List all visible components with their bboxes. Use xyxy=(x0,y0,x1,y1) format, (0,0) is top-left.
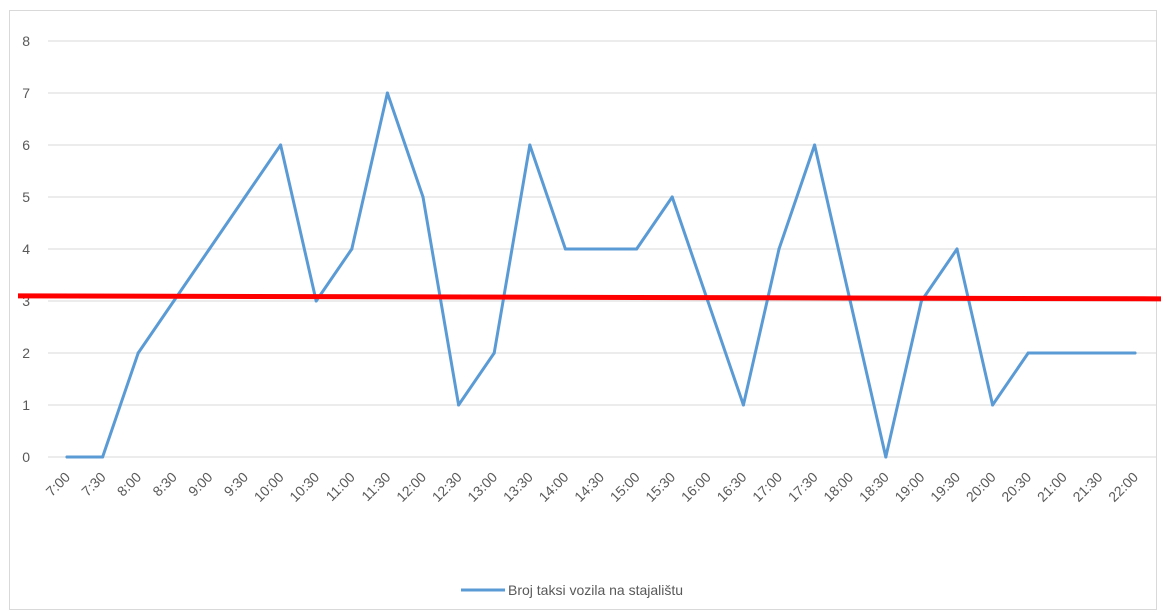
data-point-0-7 xyxy=(314,299,318,303)
reference-line xyxy=(17,293,1161,302)
x-tick-label-29: 21:30 xyxy=(1069,469,1105,505)
reference-line-layer xyxy=(17,293,1161,302)
legend: Broj taksi vozila na stajalištu xyxy=(461,582,683,598)
x-tick-label-15: 14:30 xyxy=(571,469,607,505)
y-tick-label-6: 6 xyxy=(22,137,30,153)
x-tick-label-1: 7:30 xyxy=(78,469,109,500)
x-tick-label-26: 20:00 xyxy=(963,469,999,505)
chart-frame xyxy=(9,10,1157,610)
data-point-0-5 xyxy=(243,195,247,199)
x-tick-label-28: 21:00 xyxy=(1034,469,1070,505)
data-point-0-19 xyxy=(741,403,745,407)
x-tick-label-22: 18:00 xyxy=(820,469,856,505)
data-point-0-28 xyxy=(1062,351,1066,355)
data-point-0-20 xyxy=(777,247,781,251)
y-tick-label-7: 7 xyxy=(22,85,30,101)
data-point-0-25 xyxy=(955,247,959,251)
x-tick-label-3: 8:30 xyxy=(149,469,180,500)
x-tick-label-21: 17:30 xyxy=(785,469,821,505)
x-tick-label-17: 15:30 xyxy=(642,469,678,505)
data-point-0-13 xyxy=(528,143,532,147)
data-point-0-4 xyxy=(207,247,211,251)
x-tick-label-9: 11:30 xyxy=(358,469,394,505)
legend-label: Broj taksi vozila na stajalištu xyxy=(508,582,683,598)
data-point-0-15 xyxy=(599,247,603,251)
x-tick-label-10: 12:00 xyxy=(393,469,429,505)
y-tick-label-1: 1 xyxy=(22,397,30,413)
series-layer xyxy=(65,91,1137,459)
y-tick-label-4: 4 xyxy=(22,241,30,257)
x-tick-label-20: 17:00 xyxy=(749,469,785,505)
data-point-0-21 xyxy=(813,143,817,147)
x-tick-label-30: 22:00 xyxy=(1105,469,1141,505)
y-tick-label-8: 8 xyxy=(22,33,30,49)
data-point-0-23 xyxy=(884,455,888,459)
x-tick-label-4: 9:00 xyxy=(185,469,216,500)
data-point-0-17 xyxy=(670,195,674,199)
data-point-0-12 xyxy=(492,351,496,355)
x-tick-label-6: 10:00 xyxy=(251,469,287,505)
y-tick-label-3: 3 xyxy=(22,293,30,309)
y-tick-label-5: 5 xyxy=(22,189,30,205)
x-tick-label-11: 12:30 xyxy=(429,469,465,505)
x-tick-label-24: 19:00 xyxy=(891,469,927,505)
data-point-0-1 xyxy=(101,455,105,459)
x-tick-label-8: 11:00 xyxy=(323,469,359,505)
data-point-0-3 xyxy=(172,299,176,303)
series-line-0 xyxy=(65,91,1137,459)
data-point-0-9 xyxy=(385,91,389,95)
data-point-0-18 xyxy=(706,299,710,303)
x-tick-label-18: 16:00 xyxy=(678,469,714,505)
gridlines xyxy=(48,40,1157,458)
x-axis-tick-labels: 7:00 7:30 8:00 8:30 9:00 9:30 10:00 10:30 11:00 1… xyxy=(43,469,1142,505)
x-tick-label-12: 13:00 xyxy=(464,469,500,505)
x-tick-label-7: 10:30 xyxy=(286,469,322,505)
data-point-0-30 xyxy=(1133,351,1137,355)
data-point-0-2 xyxy=(136,351,140,355)
x-tick-label-27: 20:30 xyxy=(998,469,1034,505)
data-point-0-0 xyxy=(65,455,69,459)
x-tick-label-23: 18:30 xyxy=(856,469,892,505)
data-point-0-6 xyxy=(279,143,283,147)
data-point-0-14 xyxy=(563,247,567,251)
data-point-0-26 xyxy=(991,403,995,407)
y-axis-tick-labels: 0 1 2 3 4 5 6 7 8 xyxy=(22,33,30,465)
x-tick-label-16: 15:00 xyxy=(607,469,643,505)
x-tick-label-14: 14:00 xyxy=(535,469,571,505)
y-tick-label-2: 2 xyxy=(22,345,30,361)
x-tick-label-13: 13:30 xyxy=(500,469,536,505)
x-tick-label-19: 16:30 xyxy=(713,469,749,505)
data-point-0-29 xyxy=(1097,351,1101,355)
data-point-0-27 xyxy=(1026,351,1030,355)
data-point-0-16 xyxy=(635,247,639,251)
x-tick-label-0: 7:00 xyxy=(43,469,74,500)
x-tick-label-5: 9:30 xyxy=(221,469,252,500)
data-point-0-10 xyxy=(421,195,425,199)
y-tick-label-0: 0 xyxy=(22,449,30,465)
x-tick-label-25: 19:30 xyxy=(927,469,963,505)
data-point-0-8 xyxy=(350,247,354,251)
x-tick-label-2: 8:00 xyxy=(114,469,145,500)
data-point-0-11 xyxy=(457,403,461,407)
